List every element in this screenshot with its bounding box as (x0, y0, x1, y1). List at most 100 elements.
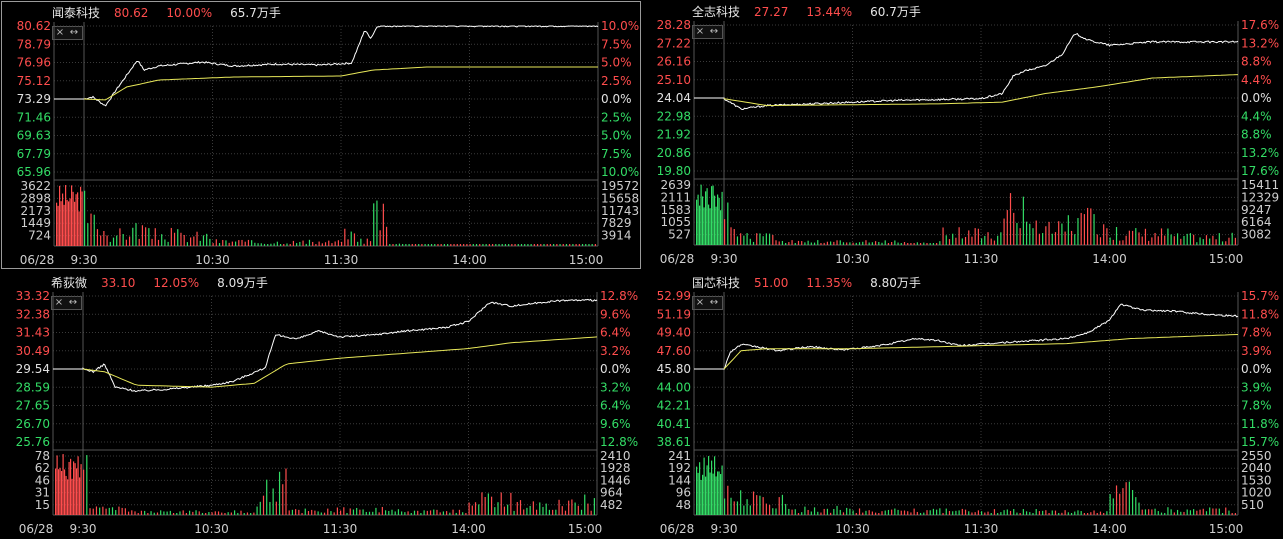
volume-bar (955, 510, 957, 515)
chart-panel-2[interactable]: 希荻微 33.10 12.05% 8.09万手 × ↔ 33.32 12.8% 32.38 9.6… (1, 272, 641, 539)
volume-bar (1013, 509, 1015, 515)
volume-bar (401, 511, 403, 515)
volume-bar (881, 242, 883, 245)
volume-bar (362, 509, 364, 515)
volume-bar (1038, 233, 1041, 245)
volume-bar (939, 241, 941, 245)
volume-bar (1180, 511, 1182, 515)
close-icon[interactable]: × (695, 26, 705, 37)
volume-bar (1106, 228, 1108, 245)
volume-bar (523, 509, 525, 515)
volume-bar (196, 231, 198, 246)
chart-panel-3[interactable]: 国芯科技 51.00 11.35% 8.80万手 × ↔ 52.99 15.7% 51.19 11… (642, 272, 1282, 539)
vol-tick-left: 2173 (20, 204, 51, 218)
vol-tick-right: 964 (600, 486, 623, 500)
volume-bar (160, 510, 162, 515)
vol-tick-left: 1449 (20, 216, 51, 230)
vol-tick-left: 62 (35, 461, 50, 475)
expand-icon[interactable]: ↔ (69, 27, 79, 38)
close-icon[interactable]: × (54, 297, 64, 308)
panel-controls: × ↔ (692, 296, 723, 310)
volume-bar (708, 204, 710, 245)
volume-bar (74, 201, 76, 246)
price-tick-left: 29.54 (16, 362, 50, 376)
volume-bar (584, 494, 586, 515)
expand-icon[interactable]: ↔ (709, 26, 719, 37)
expand-icon[interactable]: ↔ (68, 297, 78, 308)
time-tick: 10:30 (835, 522, 870, 536)
price-tick-left: 42.21 (657, 399, 691, 413)
volume-bar (70, 458, 72, 515)
pct-tick-right: 0.0% (1241, 362, 1272, 376)
volume-bar (321, 243, 323, 246)
volume-bar (68, 461, 70, 515)
time-tick: 06/28 (660, 522, 695, 536)
volume-bar (169, 510, 171, 515)
volume-bar (1141, 236, 1143, 245)
volume-bar (212, 243, 214, 246)
volume-bar (730, 227, 732, 245)
volume-bar (118, 506, 120, 515)
volume-bar (385, 226, 388, 246)
volume-bar (456, 244, 458, 246)
volume-bar (497, 502, 499, 515)
volume-bar (572, 244, 574, 246)
volume-bar (887, 509, 890, 515)
pct-tick-right: 5.0% (601, 56, 632, 70)
volume-bar (296, 243, 298, 246)
volume-bar (170, 227, 172, 246)
avg-price-line (723, 334, 1239, 370)
volume-bar (1051, 510, 1053, 515)
close-icon[interactable]: × (55, 27, 65, 38)
volume-bar (446, 511, 448, 515)
volume-bar (958, 510, 960, 515)
volume-bar (382, 203, 384, 246)
volume-bar (372, 511, 374, 515)
time-tick: 11:30 (964, 522, 999, 536)
volume-bar (1122, 240, 1124, 245)
vol-tick-left: 3622 (20, 179, 51, 193)
vol-tick-left: 1055 (660, 215, 691, 229)
volume-bar (291, 509, 294, 515)
volume-bar (839, 240, 841, 245)
pct-tick-right: 8.8% (1241, 128, 1272, 142)
expand-icon[interactable]: ↔ (709, 297, 719, 308)
volume-bar (234, 241, 237, 246)
volume-bar (320, 512, 322, 515)
volume-bar (1025, 511, 1028, 515)
volume-bar (304, 508, 306, 515)
volume-bar (858, 242, 861, 245)
volume-bar (77, 192, 79, 246)
stock-name: 闻泰科技 (52, 6, 101, 20)
volume-bar (762, 497, 764, 515)
volume-bar (147, 513, 149, 515)
volume-bar (585, 244, 587, 246)
volume-bar (1160, 228, 1163, 245)
chart-panel-1[interactable]: 全志科技 27.27 13.44% 60.7万手 × ↔ 28.28 17.6% 27.22 13… (642, 1, 1282, 269)
chart-panel-0[interactable]: 闻泰科技 80.62 10.00% 65.7万手 × ↔ 80.62 10.0% 78.79 7.… (1, 1, 641, 269)
volume-bar (148, 228, 150, 246)
volume-bar (450, 244, 452, 246)
volume-bar (932, 243, 935, 245)
volume-bar (1096, 513, 1098, 515)
pct-tick-right: 0.0% (1241, 91, 1272, 105)
vol-tick-right: 1020 (1241, 486, 1272, 500)
price-tick-left: 26.16 (657, 55, 691, 69)
volume-bar (455, 512, 457, 515)
volume-bar (418, 244, 420, 246)
close-icon[interactable]: × (695, 297, 705, 308)
time-tick: 14:00 (451, 522, 486, 536)
volume-bar (276, 241, 278, 246)
volume-bar (1009, 193, 1012, 245)
volume-bar (891, 241, 893, 245)
volume-bar (302, 240, 304, 246)
volume-bar (964, 509, 967, 515)
volume-bar (375, 507, 377, 515)
volume-bar (1199, 237, 1201, 245)
volume-bar (1186, 233, 1188, 245)
volume-bar (791, 240, 793, 245)
volume-bar (1103, 224, 1105, 245)
volume-bar (797, 513, 800, 515)
volume-bar (1176, 509, 1179, 515)
volume-bar (830, 512, 832, 515)
